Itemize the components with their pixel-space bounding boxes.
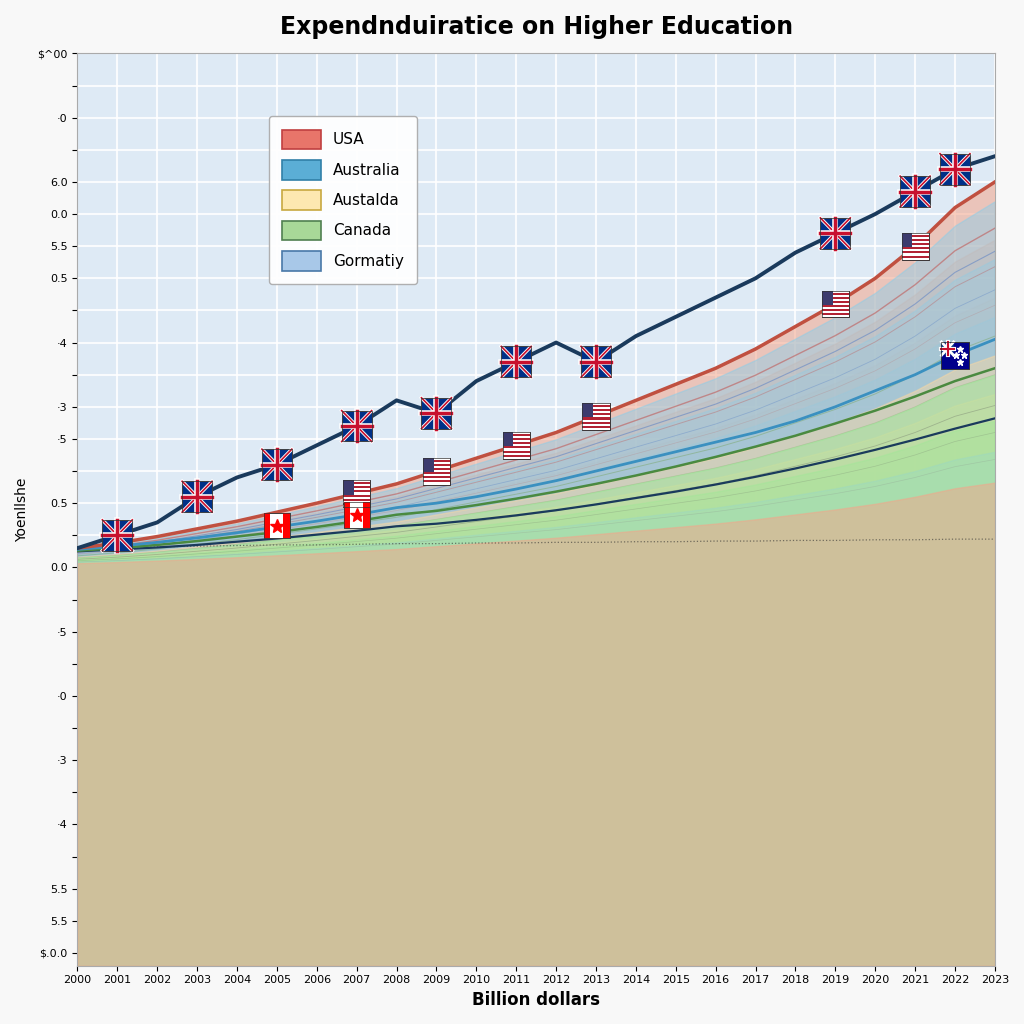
Bar [344,502,370,527]
Bar [503,457,529,459]
Bar [583,402,593,418]
Bar [423,478,450,480]
Bar [102,520,132,551]
Bar [343,480,371,482]
Bar [900,176,930,207]
Bar [262,450,292,480]
Bar [583,420,609,422]
Bar [583,412,609,414]
Bar [423,474,450,476]
Bar [423,458,450,484]
Bar [821,295,849,297]
Bar [583,402,609,430]
Bar [264,513,290,539]
Bar [343,484,371,486]
Bar [343,488,371,490]
Bar [342,411,372,441]
Bar [502,346,531,377]
Bar [343,480,371,507]
Bar [821,315,849,317]
Bar [342,411,372,441]
Bar [102,520,132,551]
Bar [581,346,611,377]
Bar [423,458,450,460]
Bar [583,402,609,430]
Bar [941,342,953,355]
Bar [821,291,849,317]
Bar [343,505,371,507]
Bar [940,154,970,184]
Bar [503,432,529,459]
Y-axis label: Yoenllshe: Yoenllshe [15,477,29,542]
Bar [423,470,450,472]
Bar [343,493,371,495]
Bar [581,346,611,377]
Bar [583,416,609,418]
Bar [821,311,849,313]
Bar [820,218,850,249]
Bar [900,176,930,207]
Bar [941,342,969,369]
Bar [901,232,929,260]
Bar [901,254,929,256]
Bar [422,397,452,429]
Bar [503,444,529,446]
Bar [422,397,452,429]
Bar [901,232,912,247]
Bar [901,241,929,243]
Bar [503,432,529,434]
Bar [821,303,849,305]
Bar [502,346,531,377]
Bar [264,513,290,539]
Bar [343,501,371,503]
Bar [583,402,609,406]
Bar [821,291,849,293]
Bar [182,481,212,512]
Bar [503,440,529,442]
Bar [583,428,609,430]
Bar [820,218,850,249]
Bar [821,291,833,305]
Bar [821,299,849,301]
Bar [423,466,450,468]
Bar [901,245,929,247]
Bar [901,232,929,234]
Bar [262,450,292,480]
Bar [344,502,350,527]
X-axis label: Billion dollars: Billion dollars [472,991,600,1009]
Bar [264,513,270,539]
Bar [343,480,354,495]
Bar [503,432,529,459]
Legend: USA, Australia, Austalda, Canada, Gormatiy: USA, Australia, Austalda, Canada, Gormat… [268,116,418,285]
Bar [821,307,849,309]
Bar [901,237,929,239]
Bar [583,408,609,410]
Bar [343,480,371,507]
Bar [343,497,371,499]
Bar [423,462,450,464]
Bar [364,502,370,527]
Bar [503,432,513,446]
Bar [423,458,434,472]
Bar [901,232,929,260]
Bar [940,154,970,184]
Bar [423,458,450,484]
Bar [503,453,529,455]
Bar [901,258,929,260]
Bar [284,513,290,539]
Bar [503,436,529,438]
Bar [583,424,609,426]
Bar [423,482,450,484]
Bar [182,481,212,512]
Bar [344,502,370,527]
Bar [901,249,929,251]
Bar [821,291,849,317]
Bar [503,449,529,451]
Title: Expendnduiratice on Higher Education: Expendnduiratice on Higher Education [280,15,793,39]
Bar [941,342,969,369]
